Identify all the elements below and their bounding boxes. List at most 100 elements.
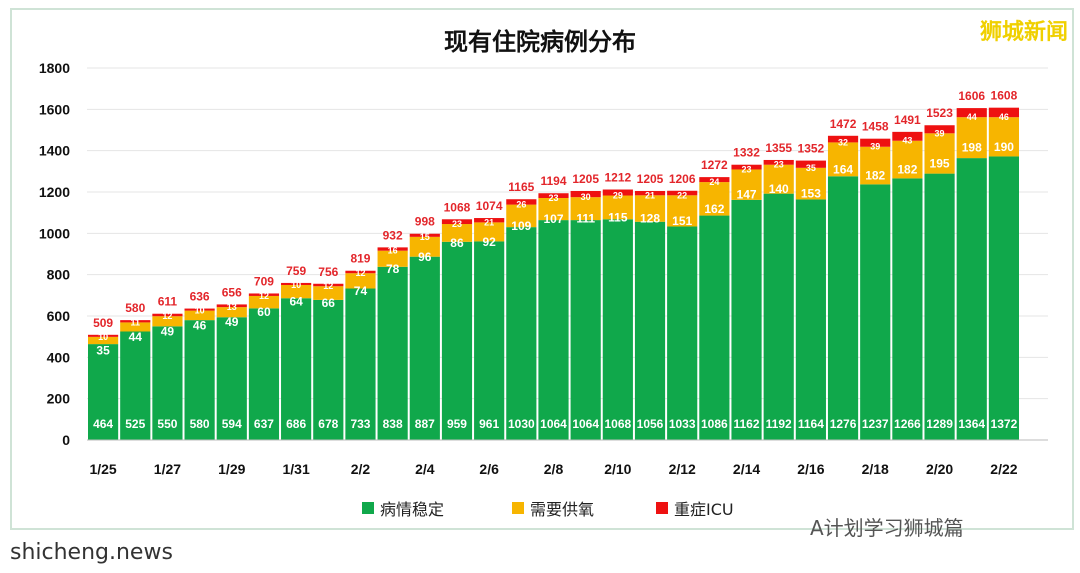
bar-segment-stable: [216, 317, 247, 440]
data-label: 10: [195, 306, 205, 316]
bar-segment-stable: [184, 320, 215, 440]
data-label: 1192: [766, 417, 792, 431]
bar-segment-oxygen: [731, 169, 762, 200]
watermark-bottom-right: A计划学习狮城篇: [810, 516, 964, 540]
data-label: 21: [484, 217, 494, 227]
bar-segment-icu: [602, 189, 633, 196]
data-label: 24: [709, 177, 719, 187]
legend-item-oxygen: 需要供氧: [512, 496, 594, 520]
total-label: 1491: [894, 113, 921, 127]
data-label: 153: [801, 187, 821, 201]
bar-segment-oxygen: [474, 222, 505, 242]
bar-segment-stable: [377, 266, 408, 440]
bar-segment-oxygen: [409, 236, 440, 257]
data-label: 26: [516, 200, 526, 210]
legend-label: 病情稳定: [380, 500, 445, 519]
bar-segment-stable: [570, 220, 601, 440]
total-label: 1355: [765, 141, 792, 155]
total-label: 1212: [604, 171, 631, 185]
bar-segment-stable: [699, 215, 730, 440]
bar-segment-oxygen: [602, 195, 633, 220]
bar-segment-icu: [88, 334, 119, 337]
bar-segment-oxygen: [570, 197, 601, 221]
data-label: 11: [131, 317, 141, 327]
bar-segment-oxygen: [699, 182, 730, 216]
x-tick-label: 1/25: [89, 461, 116, 477]
data-label: 1372: [991, 417, 1018, 431]
bar-segment-stable: [763, 193, 794, 440]
bar-segment-stable: [441, 241, 473, 440]
total-label: 1332: [733, 146, 760, 160]
total-label: 509: [93, 316, 113, 330]
data-label: 22: [677, 190, 687, 200]
bar-segment-stable: [248, 308, 280, 440]
legend-swatch: [512, 502, 524, 514]
bar-segment-oxygen: [988, 117, 1019, 157]
bar-segment-oxygen: [88, 336, 119, 345]
total-label: 1074: [476, 199, 503, 213]
legend-swatch: [362, 502, 374, 514]
bar-segment-icu: [345, 270, 376, 274]
bar-segment-oxygen: [152, 316, 183, 327]
data-label: 78: [386, 262, 400, 276]
data-label: 961: [479, 417, 499, 431]
bar-segment-oxygen: [345, 273, 376, 289]
data-label: 1056: [637, 417, 664, 431]
legend-label: 重症ICU: [674, 500, 734, 519]
bar-segment-icu: [924, 125, 955, 134]
bar-segment-stable: [988, 156, 1019, 440]
bar-segment-icu: [667, 190, 698, 196]
bar-segment-icu: [474, 218, 505, 223]
x-tick-label: 2/6: [479, 461, 499, 477]
data-label: 44: [129, 330, 143, 344]
data-label: 111: [576, 212, 595, 226]
total-label: 756: [318, 265, 338, 279]
bar-segment-oxygen: [248, 295, 280, 309]
bar-segment-icu: [892, 131, 923, 141]
data-label: 46: [193, 318, 207, 332]
bar-segment-icu: [120, 320, 151, 323]
data-label: 733: [350, 417, 370, 431]
data-label: 198: [962, 141, 982, 155]
bar-segment-icu: [860, 138, 891, 147]
data-label: 49: [161, 324, 175, 338]
bar-segment-oxygen: [860, 146, 891, 185]
bar-segment-oxygen: [795, 167, 826, 200]
total-label: 611: [158, 295, 178, 309]
data-label: 66: [322, 296, 336, 310]
bar-segment-stable: [827, 176, 859, 440]
x-tick-label: 2/14: [733, 461, 760, 477]
bar-segment-stable: [409, 256, 440, 440]
data-label: 30: [581, 192, 591, 202]
data-label: 580: [190, 417, 210, 431]
data-label: 15: [420, 232, 430, 242]
y-tick-label: 1600: [39, 101, 70, 117]
bar-segment-stable: [474, 241, 505, 440]
bar-segment-icu: [731, 164, 762, 170]
data-label: 23: [774, 160, 784, 170]
bar-segment-icu: [152, 313, 183, 317]
data-label: 525: [125, 417, 145, 431]
legend-swatch: [656, 502, 668, 514]
data-label: 74: [354, 284, 368, 298]
bar-segment-oxygen: [281, 285, 312, 299]
data-label: 29: [613, 191, 623, 201]
bar-segment-stable: [506, 227, 537, 440]
x-tick-label: 2/2: [351, 461, 371, 477]
y-tick-label: 1000: [39, 225, 70, 241]
data-label: 190: [994, 140, 1014, 154]
data-label: 182: [865, 169, 885, 183]
data-label: 43: [902, 136, 912, 146]
y-tick-label: 1400: [39, 143, 70, 159]
x-tick-label: 2/22: [990, 461, 1017, 477]
y-tick-label: 600: [47, 308, 71, 324]
data-label: 1266: [894, 417, 921, 431]
total-label: 932: [383, 228, 403, 242]
data-label: 64: [289, 295, 303, 309]
x-tick-label: 2/8: [544, 461, 564, 477]
data-label: 550: [157, 417, 177, 431]
bar-segment-stable: [924, 173, 955, 440]
data-label: 1064: [572, 417, 599, 431]
bar-segment-oxygen: [216, 307, 247, 318]
